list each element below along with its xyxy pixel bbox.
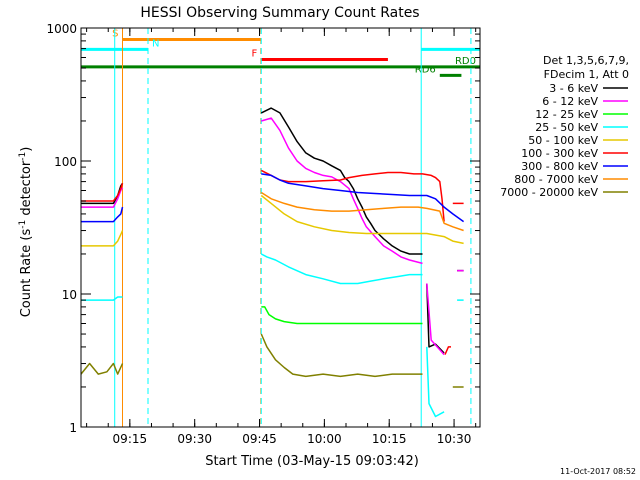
plot-frame [80, 27, 481, 428]
y-tick-label-0: 1 [69, 421, 77, 435]
series-line-8 [81, 333, 464, 388]
vertical-markers [114, 28, 472, 427]
x-tick-label-3: 10:00 [307, 432, 342, 446]
series-line-6 [81, 173, 465, 223]
legend-label-6: 300 - 800 keV [521, 160, 598, 173]
x-tick-label-0: 09:15 [113, 432, 148, 446]
legend-label-8: 7000 - 20000 keV [500, 186, 598, 199]
legend-label-3: 25 - 50 keV [535, 121, 598, 134]
y-tick-label-2: 100 [54, 155, 77, 169]
chart-title: HESSI Observing Summary Count Rates [140, 5, 419, 21]
y-axis-label-part-1: Count Rate (s [19, 229, 34, 318]
flag-label-3: F [251, 48, 257, 59]
flag-label-4: RD0 [455, 56, 476, 67]
legend-label-2: 12 - 25 keV [535, 108, 598, 121]
y-axis-label-exponent-2: -1 [18, 152, 28, 161]
flag-label-0: S [112, 28, 118, 39]
x-axis-ticks: 09:15 09:30 09:45 10:00 10:15 10:30 [86, 28, 477, 446]
flag-label-1: N [152, 38, 159, 49]
legend-label-0: 3 - 6 keV [549, 82, 598, 95]
legend: Det 1,3,5,6,7,9, FDecim 1, Att 0 3 - 6 k… [500, 54, 629, 199]
series-line-2 [261, 306, 423, 325]
y-tick-label-3: 1000 [46, 22, 77, 36]
legend-label-7: 800 - 7000 keV [514, 173, 598, 186]
series-line-1 [81, 117, 464, 356]
legend-label-1: 6 - 12 keV [542, 95, 598, 108]
y-axis-label: Count Rate (s-1 detector-1) [18, 147, 34, 318]
x-tick-label-5: 10:30 [437, 432, 472, 446]
y-tick-label-1: 10 [62, 288, 77, 302]
legend-label-4: 50 - 100 keV [528, 134, 598, 147]
series-line-7 [260, 191, 464, 232]
x-tick-label-2: 09:45 [242, 432, 277, 446]
flag-label-5: RD6 [415, 64, 436, 75]
y-axis-label-part-2: detector [19, 160, 34, 220]
legend-header-line-2: FDecim 1, Att 0 [544, 68, 629, 81]
x-axis-label: Start Time (03-May-15 09:03:42) [205, 454, 419, 469]
series-line-3 [81, 253, 464, 418]
series-lines [81, 107, 465, 418]
x-tick-label-1: 09:30 [177, 432, 212, 446]
y-axis-ticks: 1 10 100 1000 [46, 22, 480, 435]
generated-date: 11-Oct-2017 08:52 [560, 467, 636, 476]
series-line-5 [81, 169, 464, 355]
legend-header-line-1: Det 1,3,5,6,7,9, [543, 54, 629, 67]
y-axis-label-exponent-1: -1 [18, 220, 28, 229]
x-tick-label-4: 10:15 [372, 432, 407, 446]
y-axis-label-part-3: ) [19, 147, 34, 152]
legend-label-5: 100 - 300 keV [521, 147, 598, 160]
series-line-4 [81, 194, 464, 247]
flag-bars: S N F RD0 RD6 [81, 28, 480, 77]
